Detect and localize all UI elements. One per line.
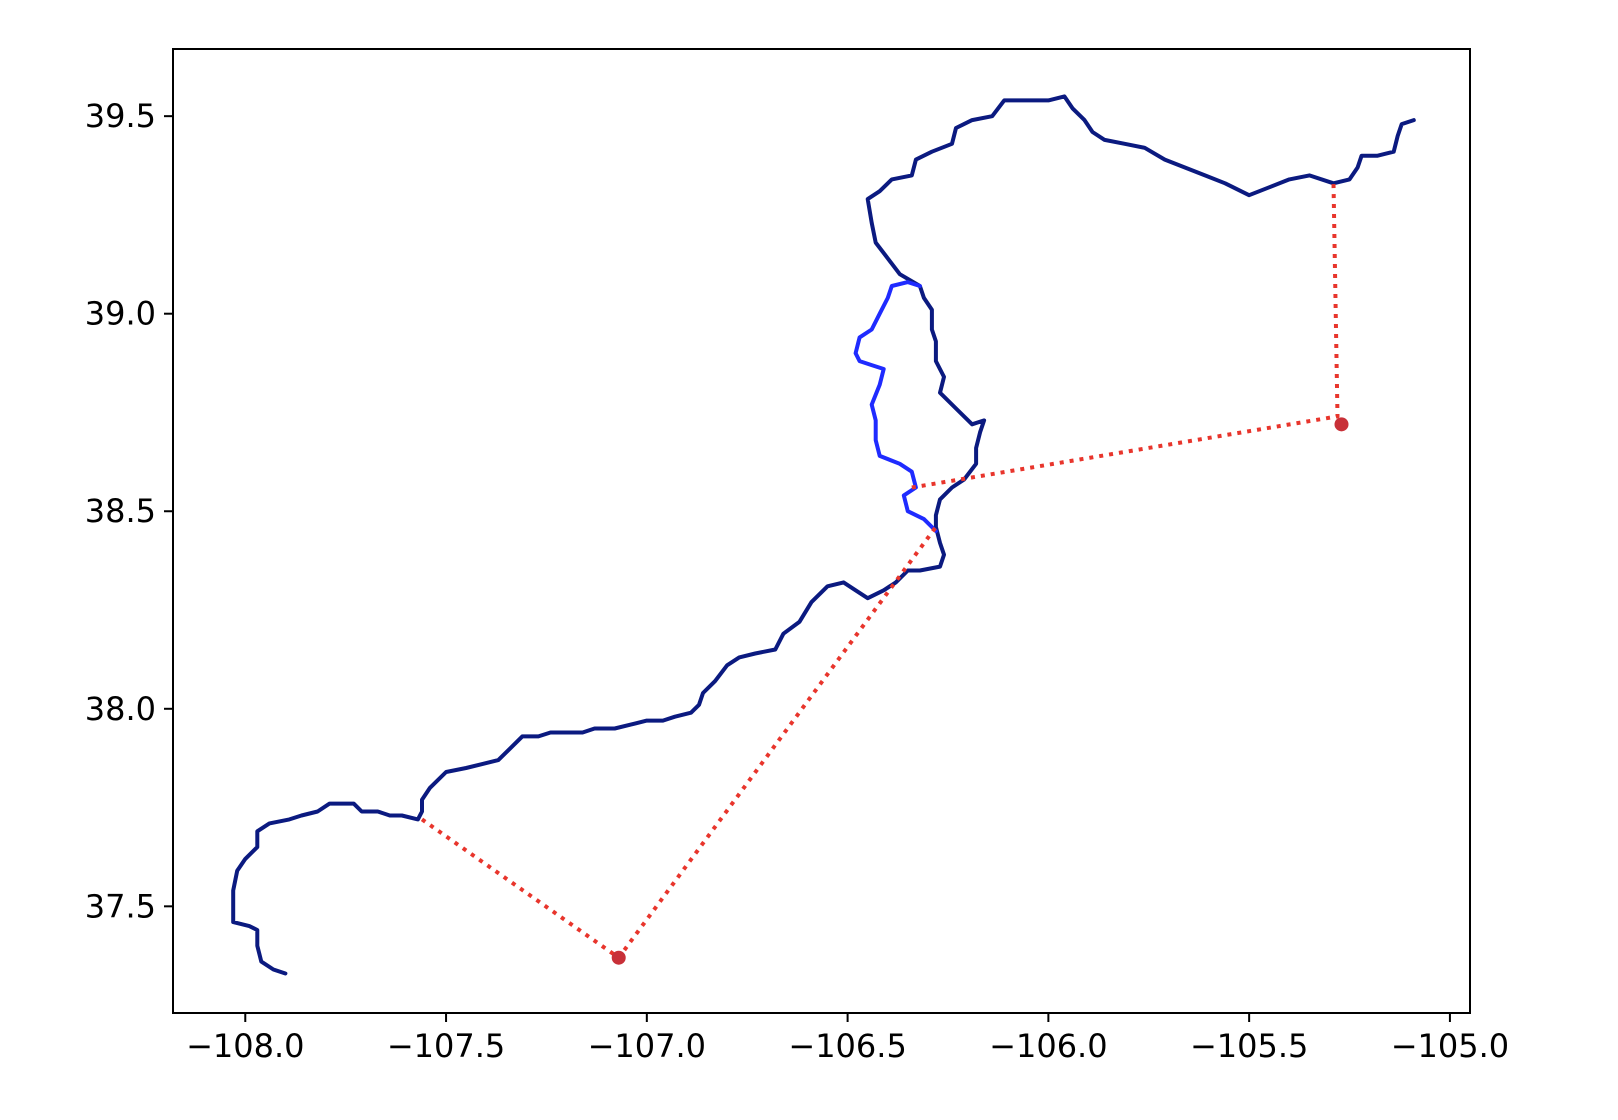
y-tick-label: 38.0: [85, 690, 156, 728]
y-tick-label: 38.5: [85, 492, 156, 530]
x-tick-label: −107.0: [588, 1027, 706, 1065]
plot-frame: [172, 48, 1471, 1014]
x-tick-label: −105.0: [1391, 1027, 1509, 1065]
endpoint-marker-2: [1334, 417, 1349, 432]
y-tick-label: 39.0: [85, 295, 156, 333]
y-tick-label: 37.5: [85, 887, 156, 925]
x-tick-label: −105.5: [1190, 1027, 1308, 1065]
x-tick-label: −108.0: [186, 1027, 304, 1065]
series-line-2: [853, 280, 938, 533]
x-tick-label: −107.5: [387, 1027, 505, 1065]
x-axis: −108.0 −107.5 −107.0 −106.5 −106.0 −105.5 −105…: [186, 1013, 1509, 1065]
y-tick-label: 39.5: [85, 97, 156, 135]
x-tick-label: −106.5: [788, 1027, 906, 1065]
x-tick-label: −106.0: [989, 1027, 1107, 1065]
endpoint-marker-1: [611, 950, 626, 965]
series-line-4: [911, 183, 1340, 490]
plot-marks: [231, 94, 1416, 976]
series-line-1: [231, 94, 1416, 976]
y-axis: 37.5 38.0 38.5 39.0 39.5: [85, 97, 173, 925]
